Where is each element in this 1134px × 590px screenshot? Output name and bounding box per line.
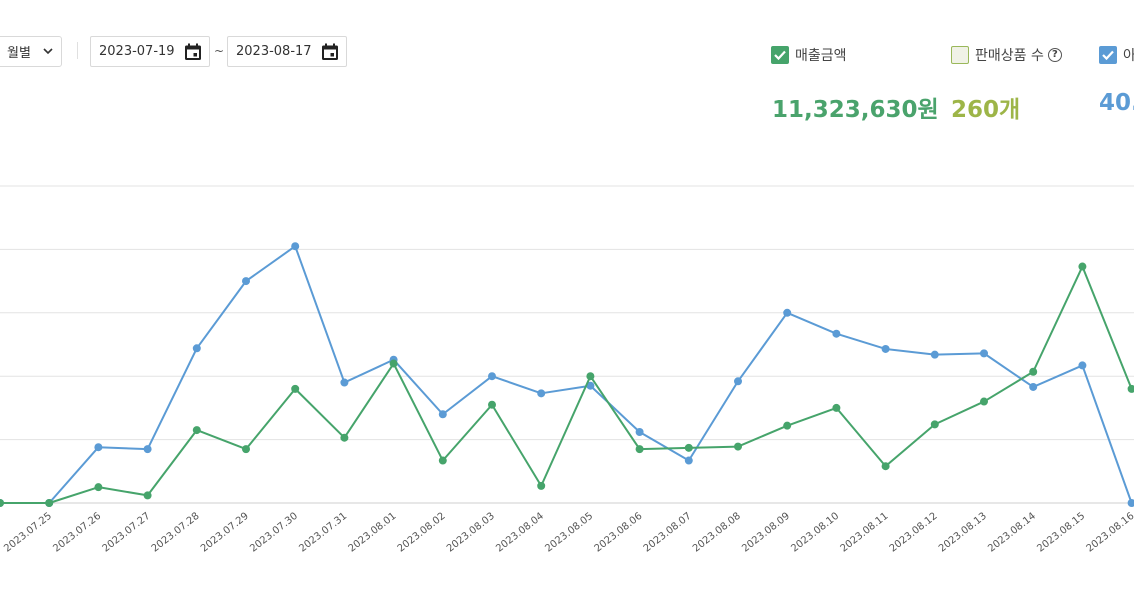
product-count-total: 260개 (951, 97, 1021, 123)
data-point-sales[interactable] (586, 372, 595, 381)
legend-sales[interactable]: 매출금액 (771, 45, 847, 65)
data-point-third[interactable] (930, 350, 939, 359)
x-tick-label: 2023.08.06 (593, 511, 645, 555)
data-point-sales[interactable] (832, 403, 841, 412)
data-point-third[interactable] (143, 445, 152, 454)
check-icon (774, 50, 786, 61)
check-icon (1102, 50, 1114, 61)
data-point-third[interactable] (94, 443, 103, 452)
calendar-icon[interactable] (320, 42, 340, 62)
x-tick-label: 2023.08.10 (789, 511, 841, 555)
series-line-third (0, 245, 1133, 504)
data-point-third[interactable] (586, 381, 595, 390)
data-point-sales[interactable] (192, 426, 201, 435)
calendar-icon[interactable] (183, 42, 203, 62)
period-select[interactable]: 월별 (0, 36, 62, 67)
data-point-sales[interactable] (488, 400, 496, 409)
sales-total: 11,323,630원 (772, 97, 939, 123)
data-point-sales[interactable] (45, 499, 54, 507)
product-count-checkbox[interactable] (951, 46, 969, 64)
x-tick-label: 2023.08.16 (1085, 511, 1134, 555)
data-point-sales[interactable] (340, 433, 349, 442)
x-tick-label: 2023.08.07 (642, 511, 694, 555)
data-point-sales[interactable] (783, 421, 792, 430)
x-tick-label: 2023.08.08 (691, 511, 743, 555)
x-tick-label: 2023.08.02 (396, 511, 448, 555)
x-tick-label: 2023.08.11 (839, 511, 891, 555)
data-point-third[interactable] (537, 389, 546, 398)
data-point-third[interactable] (340, 378, 349, 387)
data-point-third[interactable] (438, 410, 447, 419)
data-point-sales[interactable] (143, 491, 152, 500)
data-point-sales[interactable] (734, 442, 742, 451)
range-separator: ~ (214, 44, 225, 58)
period-select-label: 월별 (7, 46, 31, 61)
data-point-third[interactable] (734, 377, 742, 386)
data-point-third[interactable] (684, 456, 693, 465)
data-point-third[interactable] (488, 372, 496, 381)
data-point-sales[interactable] (635, 445, 644, 454)
chevron-down-icon (43, 48, 53, 55)
third-total: 40.9 (1099, 90, 1134, 116)
start-date-value: 2023-07-19 (99, 44, 175, 59)
data-point-third[interactable] (832, 329, 841, 338)
x-tick-label: 2023.08.01 (347, 511, 399, 555)
data-point-third[interactable] (192, 344, 201, 353)
divider (77, 42, 78, 59)
data-point-sales[interactable] (242, 445, 250, 454)
data-point-sales[interactable] (684, 443, 693, 452)
data-point-third[interactable] (881, 344, 890, 353)
x-tick-label: 2023.08.12 (888, 511, 940, 555)
data-point-sales[interactable] (1078, 262, 1087, 271)
data-point-sales[interactable] (291, 384, 300, 393)
series-line-sales (0, 265, 1133, 504)
x-tick-label: 2023.07.25 (2, 511, 54, 555)
x-tick-label: 2023.08.09 (740, 511, 792, 555)
data-point-third[interactable] (980, 349, 988, 358)
x-tick-label: 2023.07.28 (150, 511, 202, 555)
data-point-sales[interactable] (438, 456, 447, 465)
help-icon[interactable]: ? (1047, 48, 1062, 62)
legend-third[interactable]: 아 (1099, 45, 1134, 65)
sales-label: 매출금액 (795, 48, 847, 64)
third-label: 아 (1123, 48, 1134, 64)
product-count-label: 판매상품 수 (975, 48, 1044, 64)
x-tick-label: 2023.08.04 (494, 511, 546, 555)
x-tick-label: 2023.07.31 (297, 511, 349, 555)
data-point-third[interactable] (242, 277, 250, 286)
x-tick-label: 2023.08.14 (986, 511, 1038, 555)
data-point-sales[interactable] (881, 462, 890, 471)
x-tick-label: 2023.08.03 (445, 511, 497, 555)
data-point-sales[interactable] (94, 483, 103, 492)
start-date-input[interactable]: 2023-07-19 (90, 36, 210, 67)
end-date-input[interactable]: 2023-08-17 (227, 36, 347, 67)
x-tick-label: 2023.08.15 (1035, 511, 1087, 555)
x-tick-label: 2023.08.13 (937, 511, 989, 555)
data-point-sales[interactable] (0, 499, 4, 507)
data-point-sales[interactable] (389, 359, 398, 368)
x-tick-label: 2023.07.29 (199, 511, 251, 555)
data-point-third[interactable] (1127, 499, 1134, 507)
data-point-third[interactable] (635, 427, 644, 436)
data-point-third[interactable] (291, 242, 300, 251)
data-point-sales[interactable] (930, 420, 939, 429)
x-tick-label: 2023.08.05 (543, 511, 595, 555)
sales-checkbox[interactable] (771, 46, 789, 64)
end-date-value: 2023-08-17 (236, 44, 312, 59)
data-point-sales[interactable] (1127, 384, 1134, 393)
x-tick-label: 2023.07.27 (101, 511, 153, 555)
data-point-third[interactable] (1029, 382, 1038, 391)
third-checkbox[interactable] (1099, 46, 1117, 64)
data-point-sales[interactable] (537, 481, 546, 490)
data-point-sales[interactable] (1029, 367, 1038, 376)
data-point-third[interactable] (1078, 361, 1087, 370)
legend-product-count[interactable]: 판매상품 수 ? (951, 45, 1062, 65)
data-point-sales[interactable] (980, 397, 988, 406)
x-tick-label: 2023.07.26 (51, 511, 103, 555)
data-point-third[interactable] (783, 308, 792, 317)
x-tick-label: 2023.07.30 (248, 511, 300, 555)
